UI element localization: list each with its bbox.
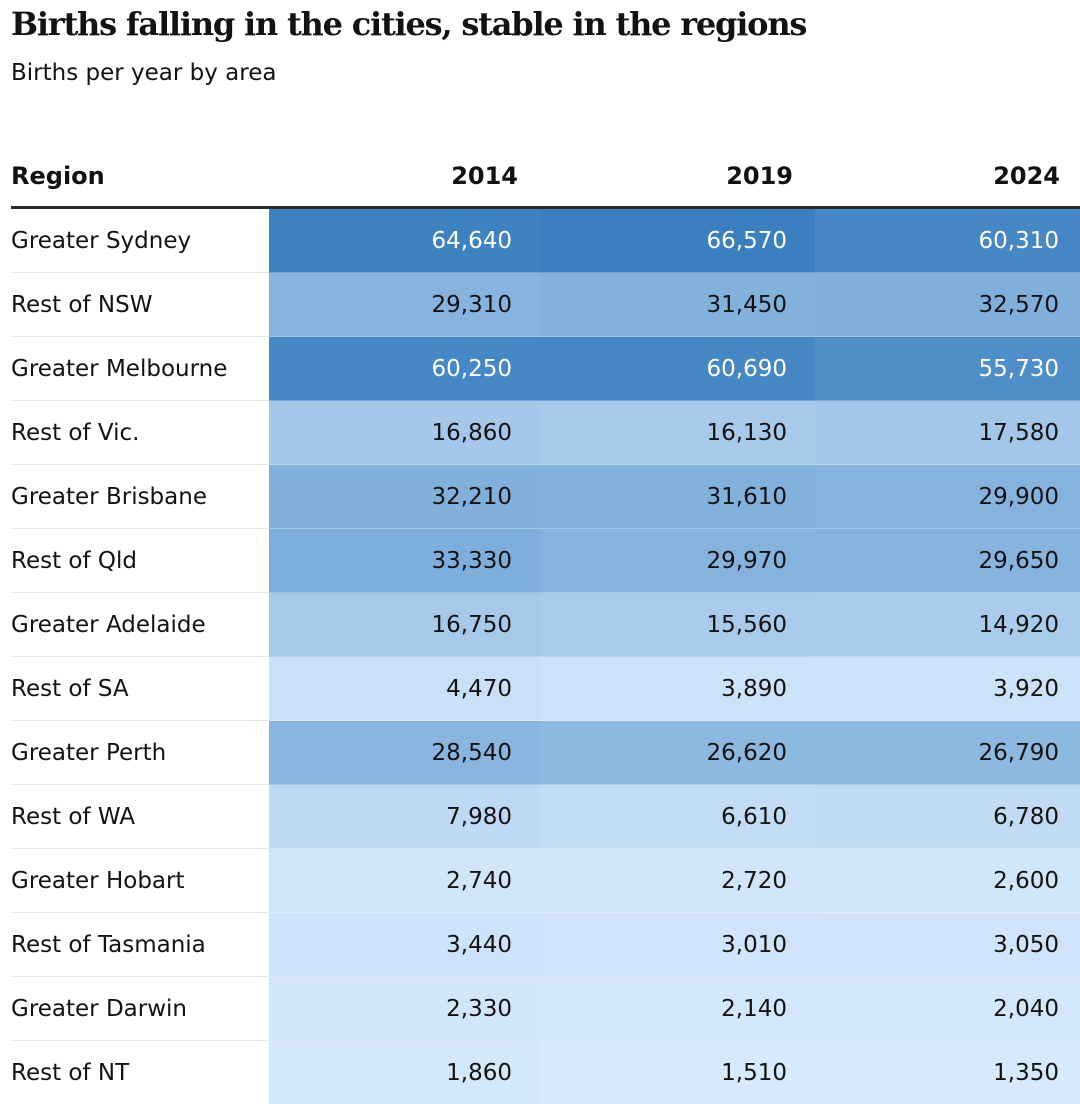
heatmap-cell: 29,900 bbox=[815, 465, 1080, 529]
heatmap-cell: 7,980 bbox=[269, 785, 540, 849]
heatmap-cell: 16,860 bbox=[269, 401, 540, 465]
year-column-header: 2014 bbox=[269, 145, 540, 208]
heatmap-cell: 16,130 bbox=[540, 401, 815, 465]
heatmap-cell: 29,970 bbox=[540, 529, 815, 593]
heatmap-cell: 3,920 bbox=[815, 657, 1080, 721]
heatmap-cell: 1,350 bbox=[815, 1041, 1080, 1104]
heatmap-cell: 31,450 bbox=[540, 273, 815, 337]
region-label: Greater Adelaide bbox=[11, 593, 269, 657]
heatmap-cell: 6,610 bbox=[540, 785, 815, 849]
region-label: Rest of Tasmania bbox=[11, 913, 269, 977]
region-label: Greater Sydney bbox=[11, 208, 269, 273]
heatmap-cell: 32,570 bbox=[815, 273, 1080, 337]
region-label: Rest of SA bbox=[11, 657, 269, 721]
heatmap-cell: 60,310 bbox=[815, 208, 1080, 273]
region-label: Rest of Vic. bbox=[11, 401, 269, 465]
heatmap-cell: 3,890 bbox=[540, 657, 815, 721]
region-label: Rest of Qld bbox=[11, 529, 269, 593]
region-column-header: Region bbox=[11, 145, 269, 208]
heatmap-cell: 66,570 bbox=[540, 208, 815, 273]
heatmap-cell: 6,780 bbox=[815, 785, 1080, 849]
region-label: Greater Brisbane bbox=[11, 465, 269, 529]
year-column-header: 2024 bbox=[815, 145, 1080, 208]
heatmap-cell: 64,640 bbox=[269, 208, 540, 273]
region-label: Rest of NSW bbox=[11, 273, 269, 337]
heatmap-cell: 31,610 bbox=[540, 465, 815, 529]
region-label: Rest of WA bbox=[11, 785, 269, 849]
heatmap-cell: 2,720 bbox=[540, 849, 815, 913]
heatmap-cell: 17,580 bbox=[815, 401, 1080, 465]
heatmap-cell: 32,210 bbox=[269, 465, 540, 529]
heatmap-cell: 29,310 bbox=[269, 273, 540, 337]
heatmap-cell: 26,620 bbox=[540, 721, 815, 785]
region-label: Greater Perth bbox=[11, 721, 269, 785]
chart-title: Births falling in the cities, stable in … bbox=[11, 2, 806, 46]
region-label: Greater Darwin bbox=[11, 977, 269, 1041]
heatmap-cell: 2,740 bbox=[269, 849, 540, 913]
heatmap-cell: 3,010 bbox=[540, 913, 815, 977]
heatmap-cell: 55,730 bbox=[815, 337, 1080, 401]
heatmap-cell: 16,750 bbox=[269, 593, 540, 657]
heatmap-cell: 29,650 bbox=[815, 529, 1080, 593]
heatmap-cell: 15,560 bbox=[540, 593, 815, 657]
heatmap-cell: 33,330 bbox=[269, 529, 540, 593]
heatmap-cell: 26,790 bbox=[815, 721, 1080, 785]
heatmap-cell: 1,860 bbox=[269, 1041, 540, 1104]
heatmap-cell: 60,250 bbox=[269, 337, 540, 401]
heatmap-cell: 1,510 bbox=[540, 1041, 815, 1104]
heatmap-cell: 14,920 bbox=[815, 593, 1080, 657]
heatmap-cell: 2,140 bbox=[540, 977, 815, 1041]
heatmap-cell: 2,330 bbox=[269, 977, 540, 1041]
heatmap-cell: 60,690 bbox=[540, 337, 815, 401]
heatmap-cell: 2,040 bbox=[815, 977, 1080, 1041]
heatmap-cell: 3,050 bbox=[815, 913, 1080, 977]
heatmap-cell: 3,440 bbox=[269, 913, 540, 977]
heatmap-cell: 4,470 bbox=[269, 657, 540, 721]
heatmap-cell: 2,600 bbox=[815, 849, 1080, 913]
region-label: Greater Melbourne bbox=[11, 337, 269, 401]
heatmap-cell: 28,540 bbox=[269, 721, 540, 785]
region-label: Rest of NT bbox=[11, 1041, 269, 1104]
header-row: Region 2014 2019 2024 bbox=[11, 145, 1080, 208]
year-column-header: 2019 bbox=[540, 145, 815, 208]
region-label: Greater Hobart bbox=[11, 849, 269, 913]
chart-subtitle: Births per year by area bbox=[11, 58, 276, 88]
